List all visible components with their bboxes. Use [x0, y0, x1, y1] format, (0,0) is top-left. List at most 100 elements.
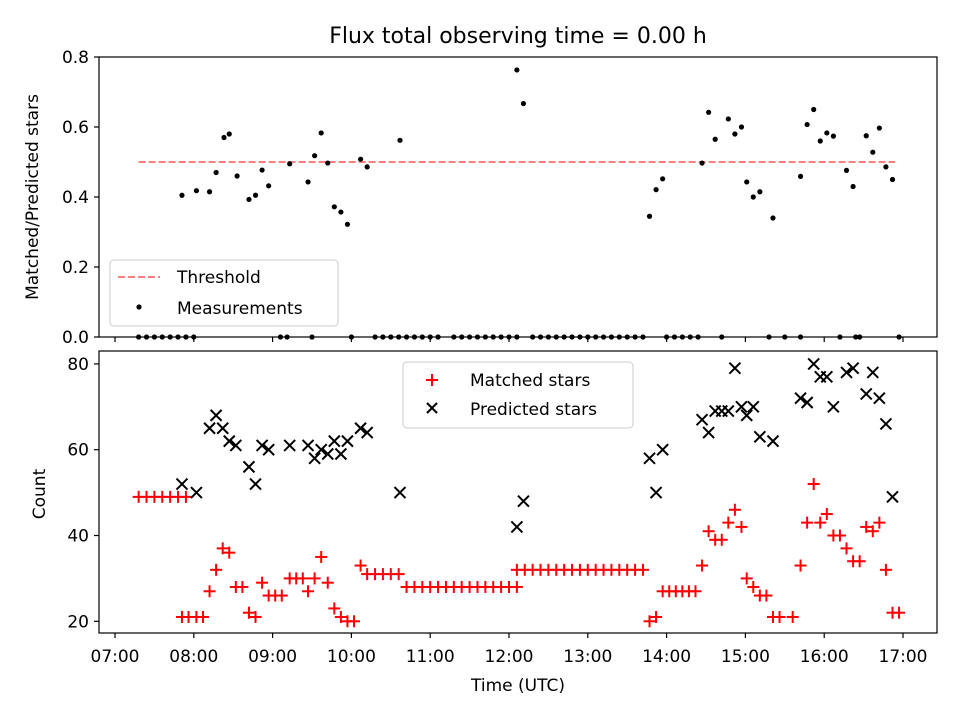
matched-star-point: [236, 580, 249, 593]
measurement-point: [305, 179, 311, 185]
top-y-tick-label: 0.2: [62, 258, 89, 278]
measurement-point: [206, 189, 213, 195]
predicted-star-point: [656, 443, 669, 456]
measurement-point: [318, 130, 324, 136]
measurement-point: [660, 176, 666, 182]
matched-star-point: [696, 559, 709, 572]
matched-star-point: [179, 490, 192, 503]
matched-star-point: [354, 559, 367, 572]
top-y-tick-label: 0.6: [62, 118, 89, 138]
measurement-point: [757, 189, 763, 195]
matched-star-point: [794, 559, 807, 572]
matched-star-point: [636, 563, 649, 576]
matched-star-point: [510, 580, 523, 593]
matched-star-point: [820, 508, 833, 521]
bottom-legend: Matched stars Predicted stars: [402, 361, 634, 429]
predicted-star-point: [517, 494, 530, 508]
bottom-y-axis-label: Count: [30, 468, 50, 519]
measurement-point: [706, 109, 712, 115]
matched-star-point: [302, 585, 315, 598]
matched-star-point: [242, 606, 255, 619]
predicted-star-point: [794, 392, 807, 405]
top-y-axis-label: Matched/Predicted stars: [23, 94, 43, 300]
predicted-star-point: [360, 426, 374, 439]
measurement-point: [850, 183, 856, 190]
top-y-tick-label: 0.8: [62, 48, 89, 68]
predicted-star-point: [695, 413, 709, 426]
predicted-star-point: [846, 361, 860, 375]
measurement-point: [287, 161, 293, 167]
x-tick-label: 10:00: [327, 647, 376, 667]
top-legend: Threshold Measurements: [109, 259, 339, 327]
x-tick-label: 16:00: [800, 647, 849, 667]
matched-star-point: [722, 516, 735, 529]
matched-star-point: [773, 611, 786, 624]
matched-star-point: [807, 478, 820, 491]
measurement-point: [750, 194, 756, 200]
measurement-point: [325, 160, 331, 166]
predicted-star-point: [190, 486, 203, 499]
measurement-point: [725, 116, 731, 122]
matched-star-point: [348, 615, 361, 628]
predicted-star-point: [249, 477, 262, 491]
predicted-star-point: [262, 443, 275, 456]
matched-star-point: [643, 615, 656, 628]
measurement-point: [699, 160, 705, 166]
measurement-point: [863, 133, 869, 139]
matched-star-point: [689, 585, 702, 598]
predicted-star-point: [753, 430, 767, 444]
measurement-point: [817, 138, 823, 144]
legend-predicted-label: Predicted stars: [470, 400, 597, 420]
measurement-point: [234, 173, 240, 179]
matched-star-point: [728, 503, 741, 516]
matched-star-point: [747, 580, 760, 593]
measurement-point: [213, 169, 219, 176]
matched-star-point: [740, 572, 753, 585]
bottom-plot-area: 07:00 08:00 09:00 10:00 11:00 12:00 13:00 14:00…: [67, 355, 927, 667]
measurement-point: [246, 196, 252, 203]
matched-star-point: [715, 533, 728, 546]
matched-star-point: [308, 572, 321, 585]
measurement-point: [331, 204, 337, 210]
measurement-point: [883, 164, 889, 170]
legend-matched-swatch: [426, 374, 438, 386]
measurement-point: [770, 215, 776, 221]
x-tick-label: 09:00: [248, 647, 297, 667]
measurement-point: [830, 133, 836, 139]
measurement-point: [804, 121, 810, 128]
measurement-point: [744, 179, 750, 185]
measurement-point: [811, 106, 817, 113]
predicted-star-point: [722, 404, 735, 418]
matched-star-point: [216, 542, 229, 555]
x-tick-label: 15:00: [721, 647, 770, 667]
predicted-star-point: [643, 452, 656, 465]
measurement-point: [843, 167, 850, 173]
legend-threshold-label: Threshold: [176, 268, 261, 288]
bottom-y-tick-label: 40: [67, 527, 89, 547]
x-tick-label: 08:00: [169, 647, 218, 667]
predicted-star-point: [807, 357, 820, 371]
predicted-star-point: [840, 366, 853, 379]
matched-star-point: [735, 520, 748, 533]
predicted-star-point: [334, 447, 348, 461]
matched-star-point: [650, 611, 663, 624]
top-y-tick-label: 0.0: [62, 328, 89, 348]
top-y-tick-label: 0.4: [62, 188, 89, 208]
matched-star-point: [866, 525, 879, 538]
bottom-y-tick-label: 60: [67, 441, 89, 461]
x-tick-label: 14:00: [642, 647, 691, 667]
bottom-axes-frame: [98, 350, 938, 634]
predicted-star-point: [879, 417, 893, 431]
matched-star-point: [814, 516, 827, 529]
matched-star-point: [853, 555, 866, 568]
predicted-star-point: [283, 439, 296, 452]
measurement-point: [226, 131, 232, 137]
measurement-point: [797, 173, 804, 179]
matched-star-point: [860, 520, 873, 533]
x-tick-label: 13:00: [563, 647, 612, 667]
measurement-point: [266, 183, 272, 189]
predicted-star-point: [827, 400, 840, 414]
x-tick-label: 11:00: [406, 647, 455, 667]
predicted-star-point: [255, 439, 269, 452]
